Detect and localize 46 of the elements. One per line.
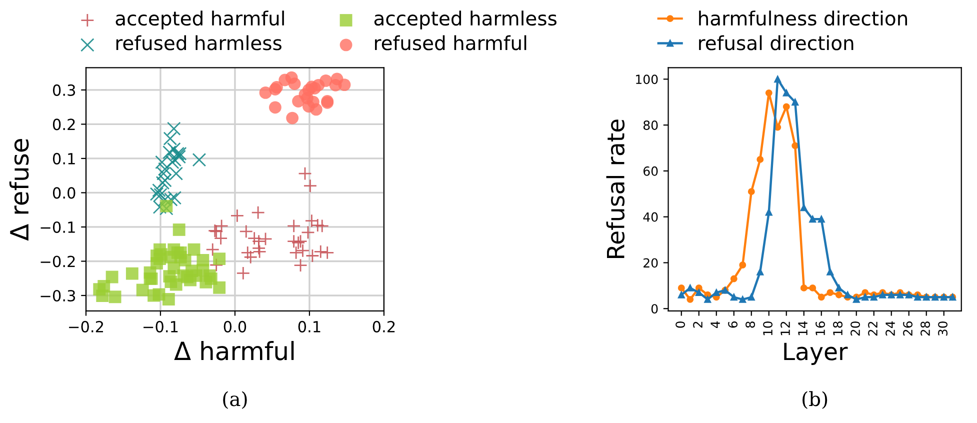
legend-label: refused harmful [375,35,526,50]
y-tick-label: −0.2 [40,256,75,268]
y-tick-label: −0.3 [40,290,76,302]
x-axis-title: Δ harmful [174,340,294,360]
y-tick-label: 40 [643,212,658,222]
x-tick-label: 4 [710,321,720,328]
y-tick-label: 0.3 [52,84,76,96]
y-axis-title: Refusal rate [606,120,625,258]
x-tick-label: 18 [833,321,843,336]
x-tick-label: 2 [693,322,702,328]
x-tick-label: 20 [850,321,860,336]
x-tick-label: 8 [746,321,756,328]
legend-label: accepted harmless [374,10,556,30]
y-tick-label: 0.1 [52,152,75,164]
y-tick-label: 20 [644,258,658,268]
x-tick-label: 26 [903,321,912,336]
y-tick-label: 0.0 [52,187,76,199]
y-axis-title: Δ refuse [9,139,29,241]
y-tick-label: 0 [651,304,658,314]
x-tick-label: 14 [798,321,808,336]
x-tick-label: 0.2 [372,320,395,332]
x-tick-label: 10 [763,321,773,336]
legend-label: accepted harmful [116,10,284,30]
x-tick-label: 24 [886,321,895,336]
x-tick-label: 0.0 [224,320,246,332]
x-tick-label: 6 [728,321,738,328]
x-tick-label: 22 [868,322,878,336]
legend-label: harmfulness direction [699,10,908,26]
x-tick-label: 0.1 [298,320,320,332]
text: (a) [223,391,247,409]
y-tick-label: 100 [636,74,658,84]
x-axis-title: Layer [784,342,848,365]
x-tick-label: −0.2 [69,320,103,332]
x-tick-label: 28 [920,321,930,336]
x-tick-label: 0 [676,321,686,328]
y-tick-label: 0.2 [52,118,75,130]
x-tick-label: −0.1 [144,320,178,332]
legend-label: refused harmless [116,35,282,50]
legend-label: refusal direction [699,35,854,50]
y-tick-label: 60 [644,166,658,176]
x-tick-label: 16 [816,321,826,336]
y-tick-label: −0.1 [40,221,75,233]
text: (b) [802,391,828,409]
y-tick-label: 80 [643,120,658,130]
x-tick-label: 12 [780,322,790,336]
x-tick-label: 30 [938,321,948,336]
